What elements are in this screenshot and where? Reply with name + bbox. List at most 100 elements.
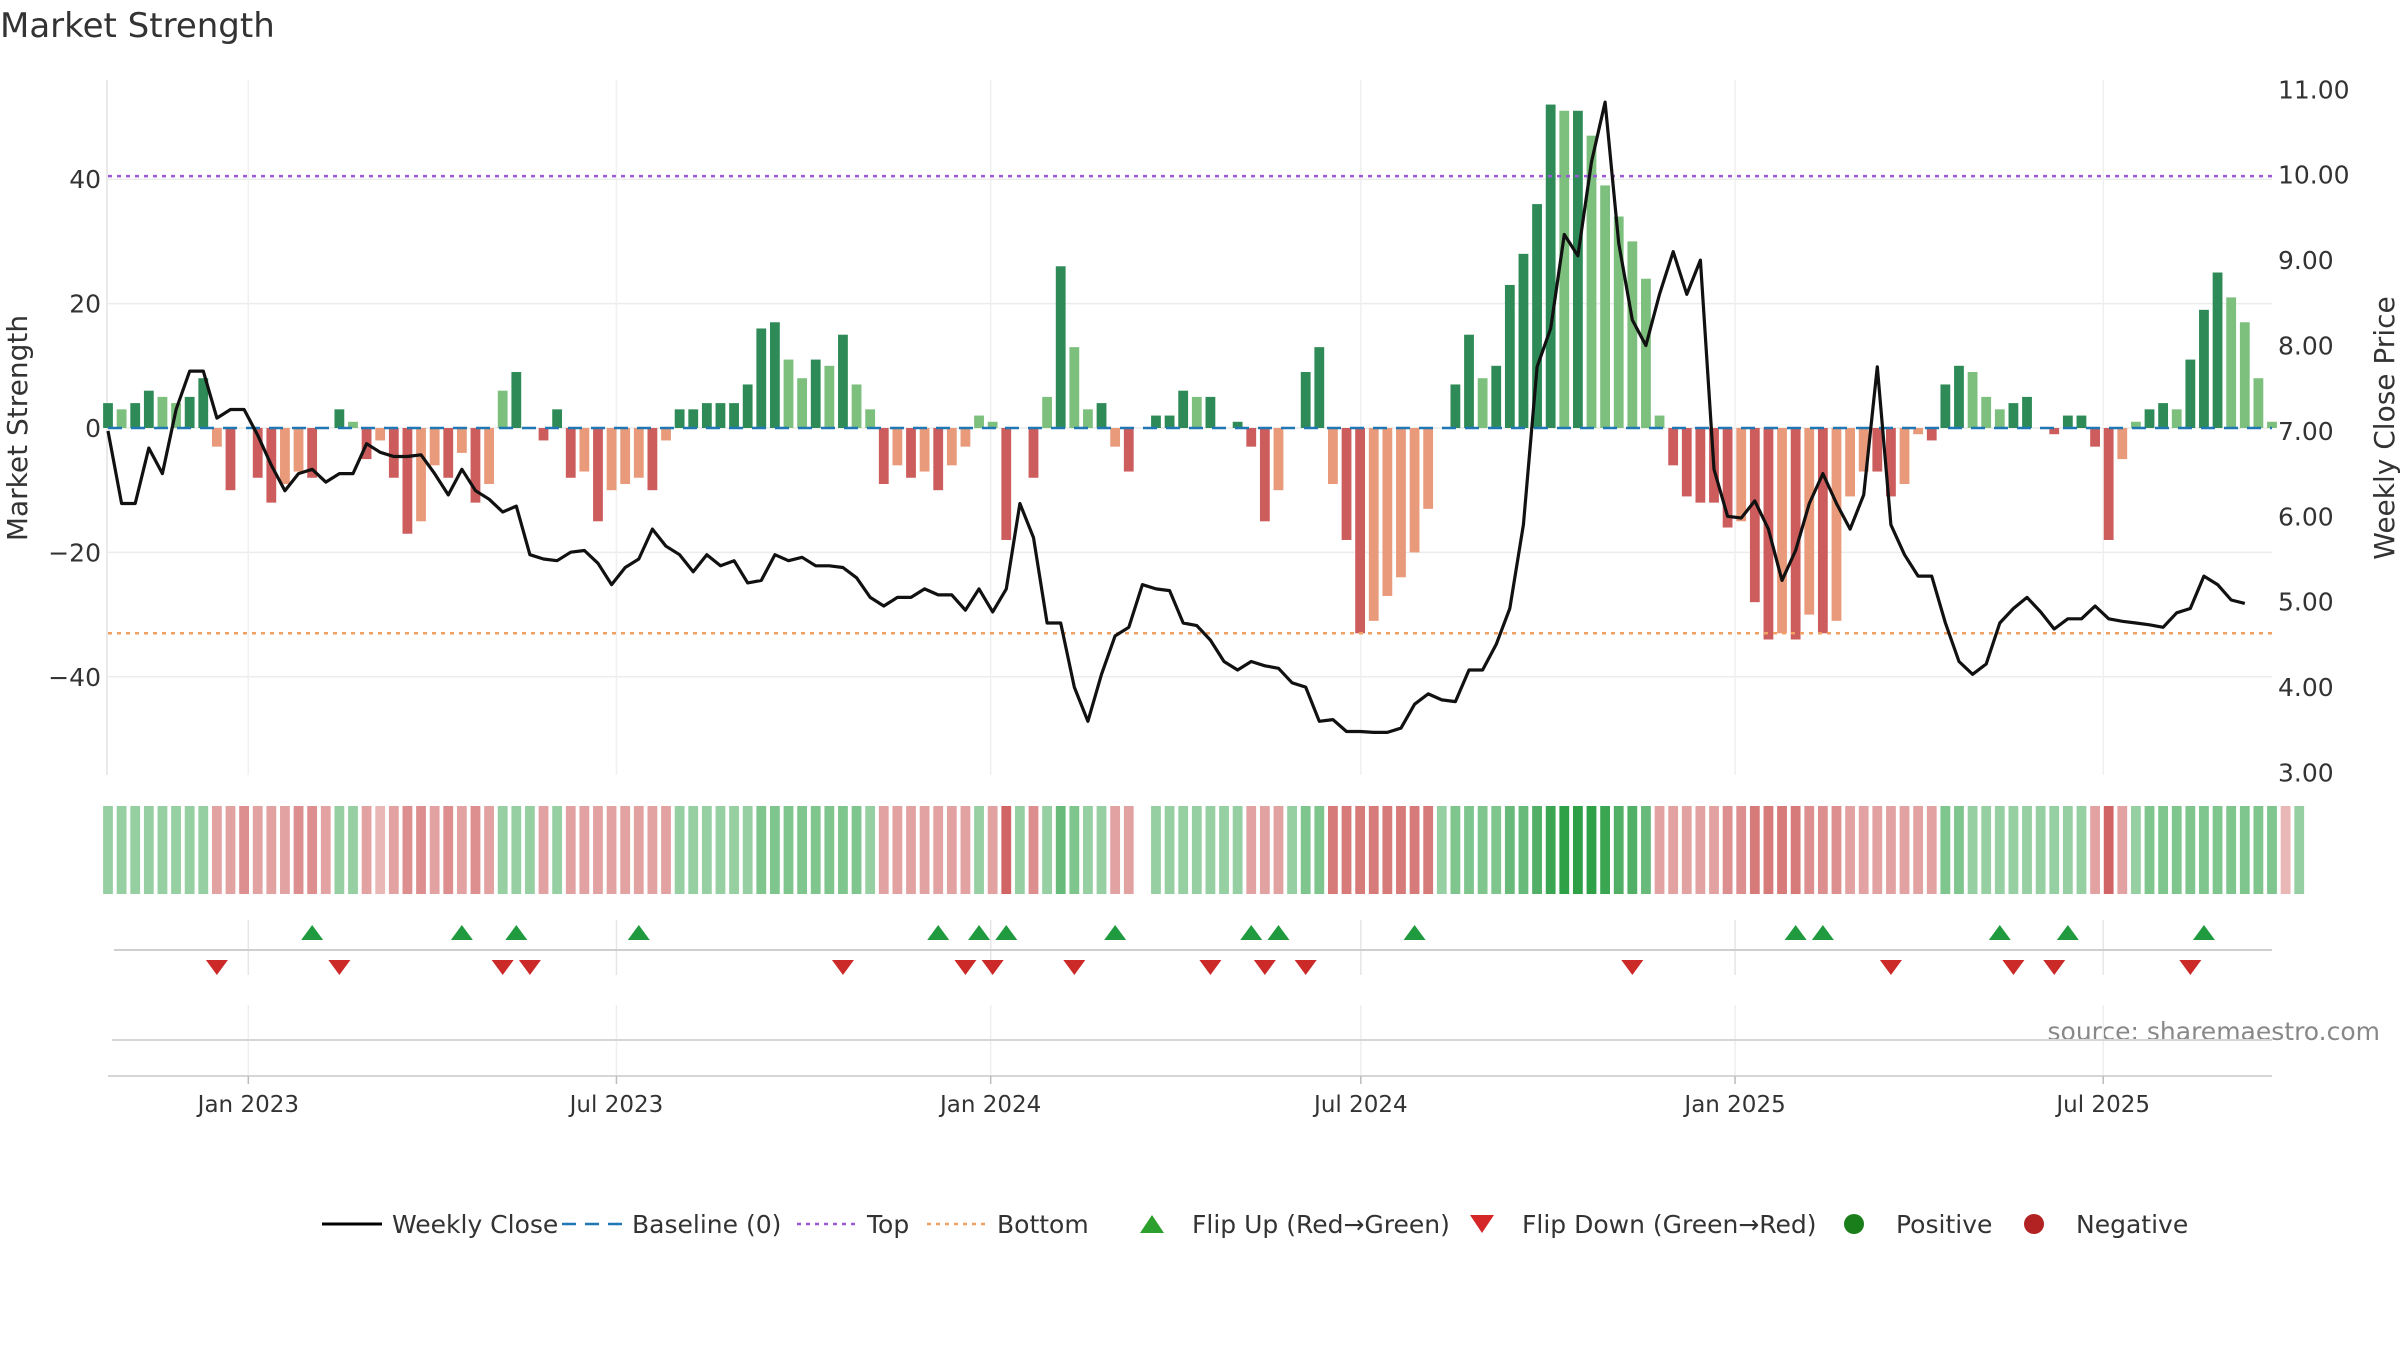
strength-bar [1001, 428, 1012, 540]
heat-strip-cell [1464, 806, 1474, 894]
strength-bar [456, 428, 467, 453]
strength-bar [1845, 428, 1855, 497]
flip-up-marker [450, 925, 473, 940]
strength-bar [851, 384, 862, 428]
heat-strip-cell [1069, 806, 1080, 894]
strength-bar [1981, 396, 1992, 428]
strength-bar [593, 428, 603, 522]
strength-bar [729, 403, 739, 428]
legend-swatch [2024, 1214, 2044, 1234]
flip-down-marker [205, 960, 228, 975]
heat-strip-cell [1055, 806, 1066, 894]
flip-up-marker [1811, 925, 1834, 940]
heat-strip-cell [1205, 806, 1216, 894]
heat-strip-cell [783, 806, 794, 894]
heat-strip-cell [946, 806, 957, 894]
heat-strip-cell [1151, 806, 1161, 894]
heat-strip-cell [1600, 806, 1611, 894]
strength-bar [334, 409, 345, 428]
strength-bar [960, 428, 971, 447]
strength-bar [538, 428, 549, 441]
strength-bar [1559, 110, 1570, 428]
strength-bar [1695, 428, 1706, 503]
strength-bar [1749, 428, 1760, 603]
flip-up-marker [968, 925, 991, 940]
heat-strip-cell [1504, 806, 1515, 894]
heat-strip-cell [2171, 806, 2182, 894]
heat-strip-cell [211, 806, 222, 894]
strength-bar [1627, 241, 1638, 428]
strength-bar [1545, 104, 1556, 428]
legend-swatch [1470, 1215, 1494, 1233]
heat-strip-cell [1627, 806, 1638, 894]
heat-strip-cell [497, 806, 508, 894]
strength-bar [1967, 372, 1978, 428]
strength-bar [184, 396, 195, 428]
legend-label: Bottom [997, 1210, 1089, 1239]
strength-bar [1886, 428, 1896, 497]
heat-strip-cell [1532, 806, 1542, 894]
strength-bar [511, 372, 522, 428]
heat-strip-cell [674, 806, 685, 894]
heat-strip-cell [2199, 806, 2209, 894]
strength-bar [579, 428, 590, 472]
strength-bar [1273, 428, 1284, 491]
strength-bar [375, 428, 386, 441]
heat-strip-cell [1110, 806, 1121, 894]
heat-strip-cell [266, 806, 277, 894]
strength-bar [838, 334, 848, 428]
heat-strip-cell [2103, 806, 2114, 894]
strength-bar [919, 428, 930, 472]
strength-bar [1668, 428, 1679, 466]
legend: Weekly Close Baseline (0) Top Bottom Flip Up… [322, 1210, 2188, 1239]
strength-bar [1572, 110, 1583, 428]
strength-bar [1110, 428, 1121, 447]
heat-strip-cell [1545, 806, 1556, 894]
strength-bar [674, 409, 685, 428]
heat-strip-cell [838, 806, 848, 894]
flip-down-marker [2043, 960, 2066, 975]
heat-strip-cell [878, 806, 889, 894]
flip-markers [108, 925, 2272, 1077]
heat-strip-cell [470, 806, 481, 894]
heat-strip-cell [2158, 806, 2169, 894]
heat-strip-cell [456, 806, 467, 894]
heat-strip-cell [1817, 806, 1828, 894]
heat-strip-cell [1096, 806, 1107, 894]
heat-strip-cell [2226, 806, 2237, 894]
heat-strip-cell [2239, 806, 2250, 894]
heat-strip-cell [769, 806, 780, 894]
grid-lines [106, 80, 2272, 1075]
strength-bar [2103, 428, 2114, 540]
heat-strip-cell [1668, 806, 1679, 894]
y2-ticks: 3.00 4.00 5.00 6.00 7.00 8.00 9.00 10.00 11.00 [2278, 75, 2350, 787]
heat-strip-cell [1654, 806, 1665, 894]
strength-bar [633, 428, 644, 478]
heat-strip-cell [130, 806, 141, 894]
strength-bar [2049, 428, 2060, 435]
heat-strip-cell [388, 806, 399, 894]
legend-item: Negative [2024, 1210, 2188, 1239]
strength-bar [1123, 428, 1134, 472]
strength-bar [1341, 428, 1352, 540]
strength-bar [756, 328, 767, 428]
flip-up-marker [2192, 925, 2215, 940]
strength-bar [1831, 428, 1842, 621]
strength-bar [1858, 428, 1869, 472]
y-tick-label: 40 [69, 165, 101, 194]
y2-tick-label: 3.00 [2278, 759, 2334, 788]
heat-strip-cell [1273, 806, 1284, 894]
heat-strip-cell [375, 806, 386, 894]
heat-strip-cell [484, 806, 494, 894]
flip-up-marker [1784, 925, 1807, 940]
x-ticks: Jan 2023 Jul 2023 Jan 2024 Jul 2024 Jan 2025… [196, 1076, 2150, 1118]
heat-strip-cell [2049, 806, 2060, 894]
heat-strip-cell [1123, 806, 1134, 894]
heat-strip-cell [661, 806, 671, 894]
flip-up-marker [2056, 925, 2079, 940]
strength-bar [769, 322, 780, 428]
strength-bar [552, 409, 563, 428]
strength-bar [1464, 334, 1474, 428]
strength-bar [1518, 253, 1529, 428]
legend-swatch [1140, 1215, 1164, 1233]
